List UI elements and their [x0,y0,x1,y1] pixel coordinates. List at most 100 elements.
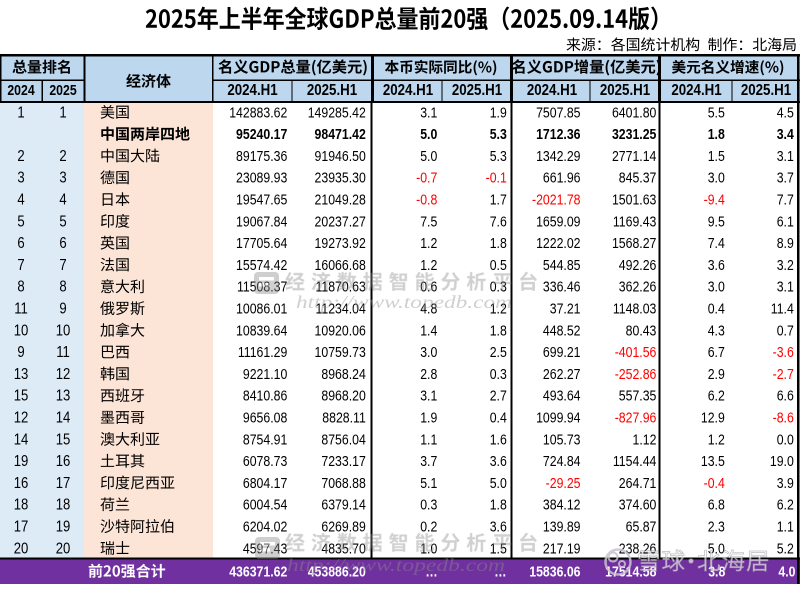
svg-text:1659.09: 1659.09 [536,213,580,229]
svg-text:544.85: 544.85 [543,257,581,273]
svg-text:384.12: 384.12 [543,497,581,513]
svg-text:448.52: 448.52 [543,322,581,338]
svg-text:1.2: 1.2 [708,431,725,447]
svg-text:5.2: 5.2 [777,540,794,556]
svg-text:2025.H1: 2025.H1 [600,82,650,99]
svg-text:6078.73: 6078.73 [243,453,288,469]
svg-text:19547.65: 19547.65 [236,191,288,207]
svg-text:374.60: 374.60 [619,497,657,513]
svg-text:19: 19 [14,453,29,470]
svg-text:15836.06: 15836.06 [529,563,581,579]
svg-text:1169.43: 1169.43 [613,213,657,229]
svg-text:-0.8: -0.8 [416,191,438,207]
svg-text:23089.93: 23089.93 [236,170,288,186]
svg-text:9: 9 [59,300,66,317]
svg-text:4.0: 4.0 [778,563,795,579]
svg-text:…: … [494,563,506,579]
svg-text:1.5: 1.5 [708,148,725,164]
svg-text:493.64: 493.64 [543,388,581,404]
svg-text:3.7: 3.7 [777,170,794,186]
svg-text:37.21: 37.21 [550,300,581,316]
svg-text:724.84: 724.84 [543,453,581,469]
svg-text:11234.04: 11234.04 [315,300,366,316]
svg-text:15574.42: 15574.42 [236,257,287,273]
svg-text:19: 19 [56,518,71,535]
svg-text:98471.42: 98471.42 [315,126,367,142]
svg-text:7: 7 [59,257,66,274]
svg-text:492.26: 492.26 [619,257,657,273]
svg-text:3.8: 3.8 [708,563,725,579]
svg-text:11161.29: 11161.29 [238,344,287,360]
svg-text:1.1: 1.1 [777,518,794,534]
svg-text:18: 18 [56,497,71,514]
svg-text:3.7: 3.7 [420,453,437,469]
svg-text:10839.64: 10839.64 [236,322,288,338]
svg-text:16: 16 [14,475,29,492]
svg-text:1.8: 1.8 [490,497,507,513]
svg-text:8756.04: 8756.04 [321,431,366,447]
svg-text:1099.94: 1099.94 [536,409,581,425]
svg-text:-2021.78: -2021.78 [532,191,581,207]
svg-text:2: 2 [59,148,66,165]
svg-text:0.4: 0.4 [490,409,507,425]
svg-text:8828.11: 8828.11 [322,409,366,425]
svg-text:6.6: 6.6 [777,388,794,404]
svg-text:-0.1: -0.1 [486,170,507,186]
svg-text:5: 5 [59,213,66,230]
svg-text:6.7: 6.7 [708,344,725,360]
svg-text:12: 12 [56,366,71,383]
svg-text:2.7: 2.7 [490,388,507,404]
svg-text:3.2: 3.2 [777,257,794,273]
svg-text:-0.7: -0.7 [416,170,437,186]
svg-text:10: 10 [56,322,71,339]
svg-text:15: 15 [14,388,29,405]
svg-text:14: 14 [56,409,71,426]
svg-text:1148.03: 1148.03 [613,300,657,316]
svg-text:3.0: 3.0 [708,170,725,186]
svg-text:89175.36: 89175.36 [236,148,288,164]
svg-text:2024.H1: 2024.H1 [227,82,277,99]
svg-text:65.87: 65.87 [626,518,657,534]
svg-text:9656.08: 9656.08 [243,409,288,425]
svg-text:699.21: 699.21 [543,344,581,360]
svg-text:2024.H1: 2024.H1 [671,82,721,99]
svg-text:2024.H1: 2024.H1 [527,82,577,99]
svg-text:1.9: 1.9 [490,104,507,120]
svg-text:4.5: 4.5 [777,104,794,120]
svg-text:13: 13 [56,388,71,405]
svg-text:6401.80: 6401.80 [612,104,657,120]
svg-text:3.6: 3.6 [708,257,725,273]
svg-text:661.96: 661.96 [543,170,581,186]
svg-text:3.4: 3.4 [777,126,794,142]
svg-text:20: 20 [56,540,71,557]
svg-text:6804.17: 6804.17 [243,475,287,491]
svg-text:6.8: 6.8 [708,497,725,513]
svg-text:2771.14: 2771.14 [612,148,657,164]
svg-text:1.12: 1.12 [632,431,656,447]
svg-text:0.2: 0.2 [420,518,437,534]
svg-text:1.7: 1.7 [490,191,507,207]
svg-text:7.4: 7.4 [708,235,725,251]
svg-text:3.6: 3.6 [490,453,507,469]
svg-text:18: 18 [14,497,29,514]
svg-text:16: 16 [56,453,71,470]
svg-text:3: 3 [17,170,24,187]
svg-text:3.1: 3.1 [420,388,437,404]
svg-text:10: 10 [14,322,29,339]
svg-text:-9.4: -9.4 [704,191,726,207]
svg-text:3231.25: 3231.25 [612,126,657,142]
svg-text:3.6: 3.6 [490,518,507,534]
svg-text:19273.92: 19273.92 [315,235,366,251]
svg-text:453886.20: 453886.20 [308,563,366,579]
svg-text:0.5: 0.5 [490,257,507,273]
svg-text:1712.36: 1712.36 [536,126,581,142]
svg-text:1.6: 1.6 [490,431,507,447]
svg-text:1568.27: 1568.27 [612,235,656,251]
svg-text:4597.43: 4597.43 [243,540,288,556]
svg-text:3.0: 3.0 [420,344,437,360]
svg-text:12.9: 12.9 [701,409,725,425]
svg-text:7233.17: 7233.17 [321,453,365,469]
svg-text:3.1: 3.1 [777,148,794,164]
svg-text:0.0: 0.0 [777,431,794,447]
svg-text:6269.89: 6269.89 [321,518,365,534]
